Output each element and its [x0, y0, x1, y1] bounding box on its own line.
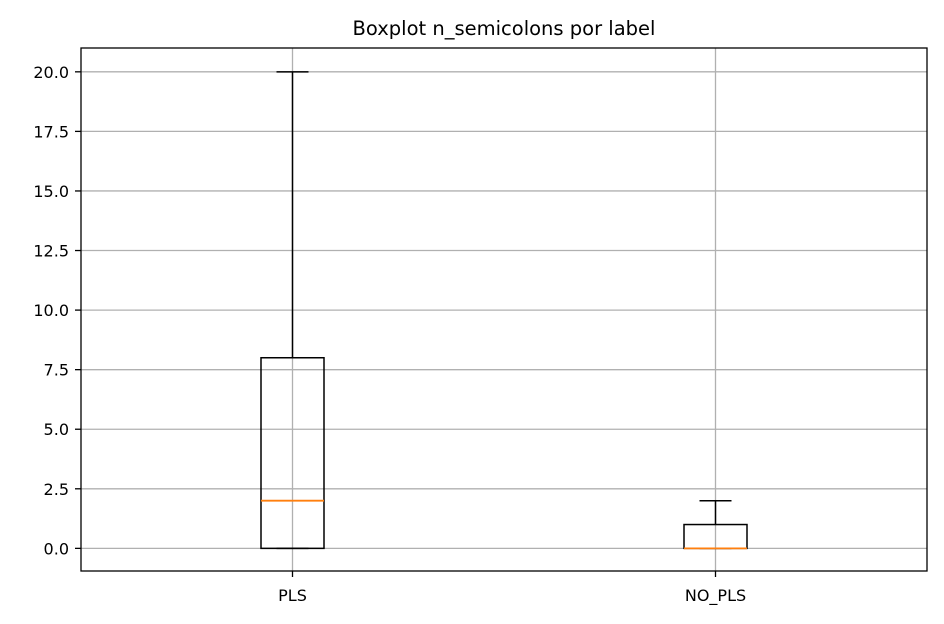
y-tick-label: 10.0: [33, 301, 69, 320]
box-iqr: [260, 356, 325, 550]
boxes: [260, 71, 748, 550]
x-tick-label: PLS: [278, 586, 307, 605]
y-tick-label: 20.0: [33, 63, 69, 82]
y-tick-label: 2.5: [44, 480, 69, 499]
y-tick-label: 12.5: [33, 242, 69, 261]
grid: [81, 48, 927, 571]
y-tick-label: 0.0: [44, 539, 69, 558]
box-pls: [260, 71, 325, 550]
y-tick-label: 17.5: [33, 122, 69, 141]
x-tick-label: NO_PLS: [685, 586, 746, 606]
y-tick-label: 5.0: [44, 420, 69, 439]
box-no-pls: [683, 499, 748, 550]
ticks: 0.0 2.5 5.0 7.5 10.0 12.5 15.0 17.5 20.0 PLS NO_PL…: [33, 63, 746, 606]
y-tick-label: 7.5: [44, 361, 69, 380]
y-tick-label: 15.0: [33, 182, 69, 201]
chart-title: Boxplot n_semicolons por label: [353, 17, 656, 40]
